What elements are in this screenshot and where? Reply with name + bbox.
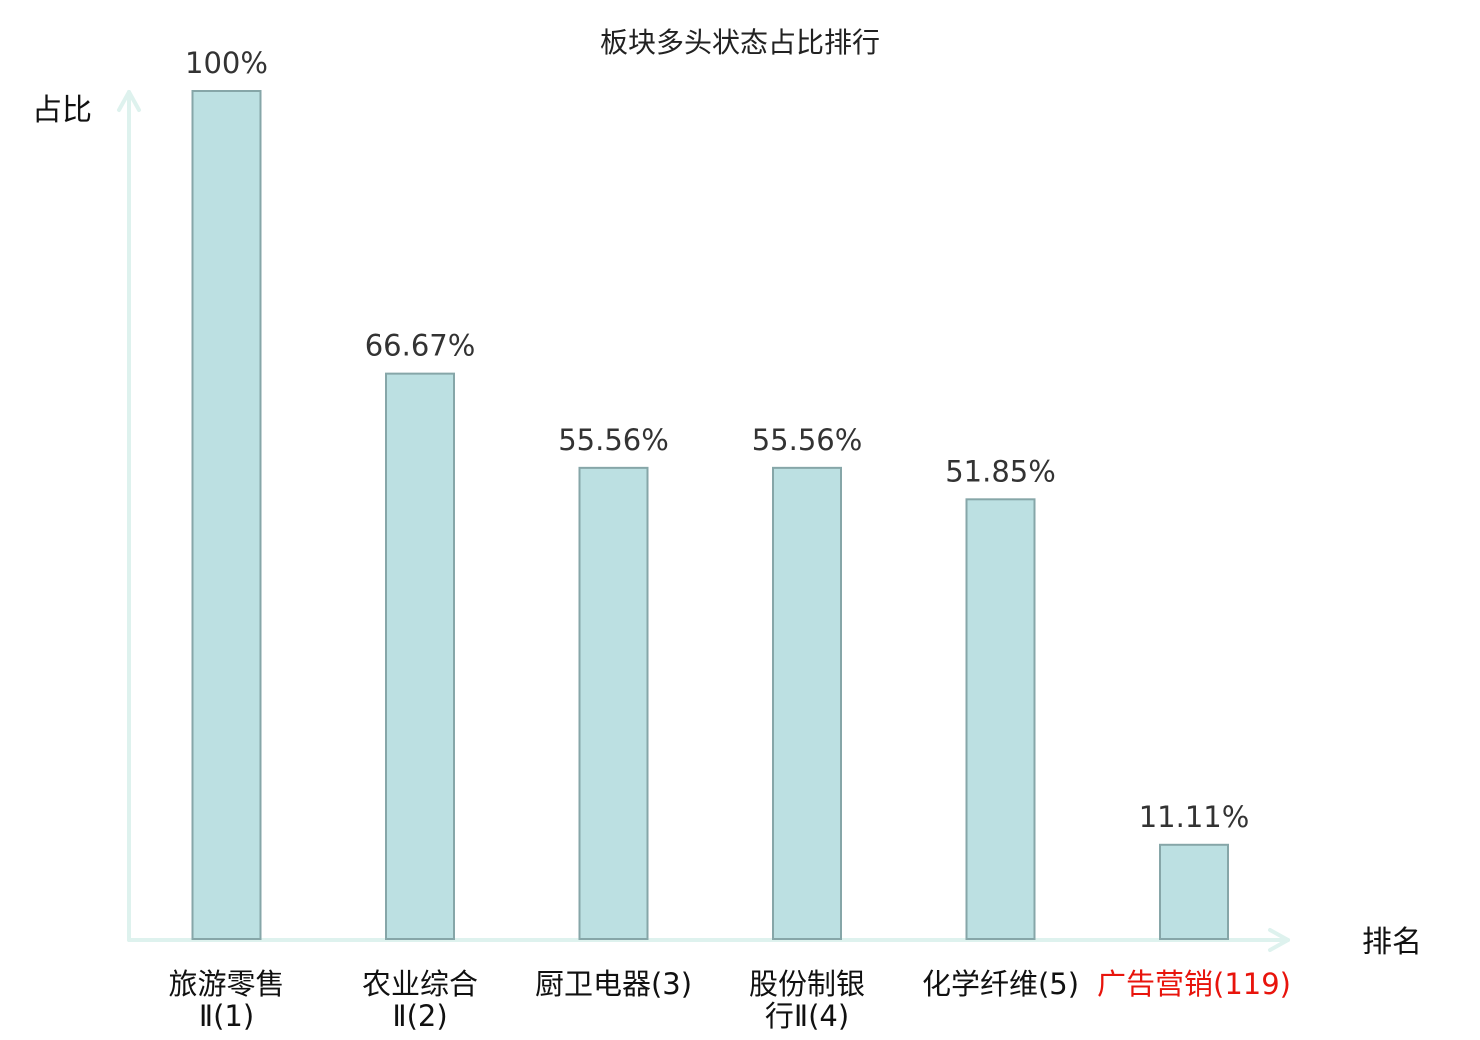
bar	[965, 498, 1036, 940]
bar-value-label: 11.11%	[1139, 800, 1250, 834]
bar-value-label: 55.56%	[558, 423, 669, 457]
x-tick-label: 股份制银	[749, 967, 865, 1001]
y-axis-label: 占比	[32, 93, 92, 128]
bar-value-label: 66.67%	[365, 329, 476, 363]
chart-title: 板块多头状态占比排行	[600, 26, 880, 59]
x-tick-label: 行Ⅱ(4)	[765, 999, 849, 1033]
x-tick-label: 厨卫电器(3)	[535, 967, 692, 1001]
value-labels-group: 100% 66.67% 55.56% 55.56% 51.85% 11.11%	[185, 46, 1249, 834]
bar-value-label: 55.56%	[752, 423, 863, 457]
bar	[772, 466, 842, 940]
x-tick-label: Ⅱ(2)	[392, 999, 447, 1033]
x-tick-label: 化学纤维(5)	[922, 967, 1079, 1001]
bar	[191, 90, 262, 940]
bar	[385, 372, 455, 940]
bars-group	[191, 90, 1229, 940]
bar-value-label: 100%	[185, 46, 268, 80]
bar-value-label: 51.85%	[945, 454, 1056, 488]
x-tick-label: Ⅱ(1)	[199, 999, 254, 1033]
x-tick-label: 广告营销(119)	[1097, 967, 1291, 1001]
x-axis-label: 排名	[1362, 925, 1422, 960]
x-tick-label: 旅游零售	[168, 967, 284, 1001]
bar	[1159, 843, 1229, 940]
bar	[578, 466, 649, 940]
x-tick-label: 农业综合	[362, 967, 478, 1001]
x-axis-arrow-icon	[1268, 928, 1290, 952]
y-axis-arrow-icon	[117, 90, 141, 112]
